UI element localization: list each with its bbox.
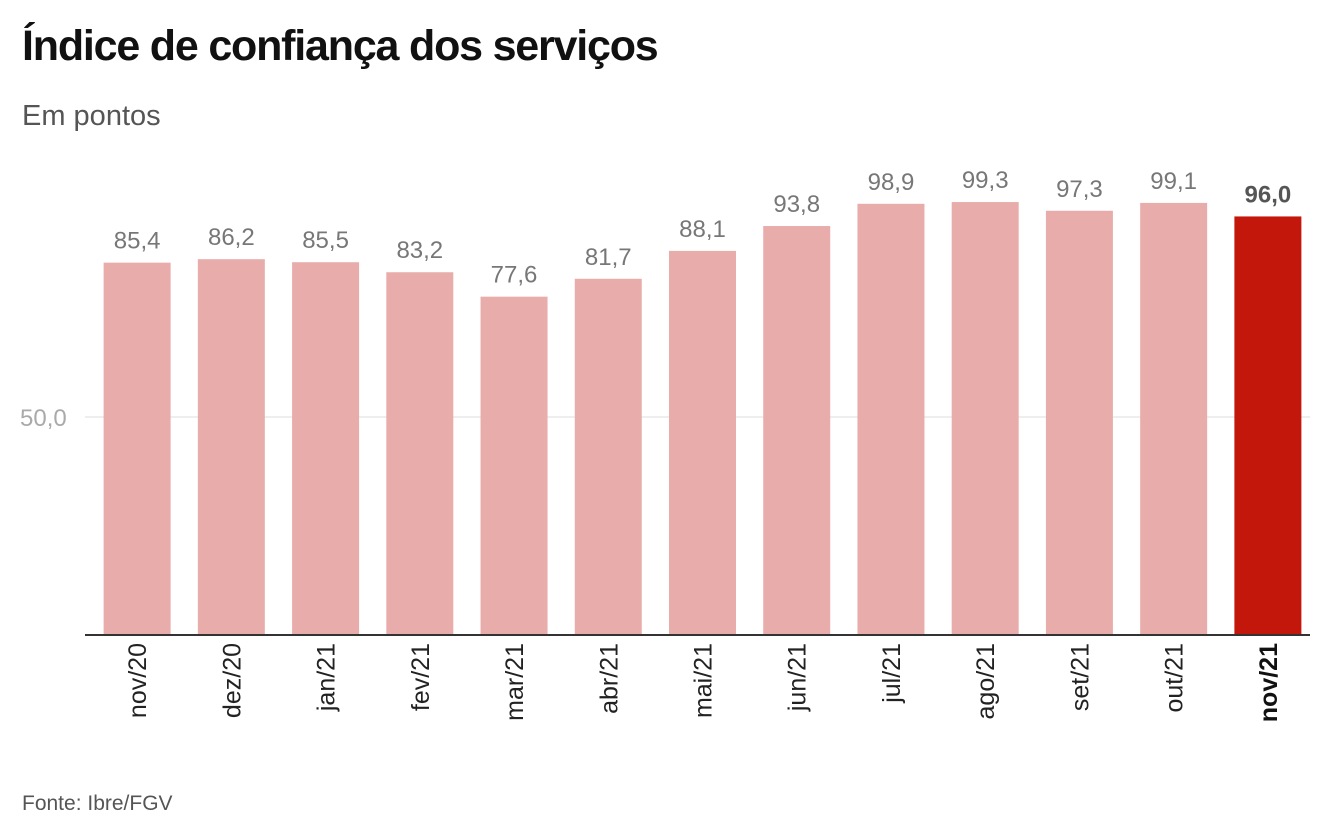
category-label: mar/21 bbox=[501, 643, 529, 721]
bar-mai/21 bbox=[669, 250, 736, 635]
bar-nov/21 bbox=[1234, 216, 1302, 635]
category-label: nov/20 bbox=[124, 643, 152, 718]
value-label: 99,1 bbox=[1150, 168, 1197, 195]
category-label: jul/21 bbox=[878, 643, 906, 704]
value-label: 97,3 bbox=[1056, 176, 1103, 203]
chart-title: Índice de confiança dos serviços bbox=[22, 22, 659, 70]
category-label: mai/21 bbox=[690, 643, 718, 718]
bar-dez/20 bbox=[197, 259, 265, 635]
category-label: set/21 bbox=[1066, 643, 1094, 711]
bar-ago/21 bbox=[951, 202, 1019, 635]
category-label: jun/21 bbox=[784, 643, 812, 712]
value-label: 81,7 bbox=[585, 244, 632, 271]
category-label: out/21 bbox=[1161, 643, 1189, 713]
chart-subtitle: Em pontos bbox=[22, 100, 161, 132]
value-label: 85,4 bbox=[114, 228, 161, 255]
category-label: jan/21 bbox=[313, 643, 341, 712]
bar-jul/21 bbox=[857, 203, 925, 635]
category-labels: nov/20 dez/20 jan/21 fev/21 mar/21 abr/21 mai/… bbox=[124, 643, 1283, 722]
category-label: fev/21 bbox=[407, 643, 435, 711]
bar-out/21 bbox=[1140, 202, 1208, 635]
category-label: dez/20 bbox=[218, 643, 246, 718]
bar-set/21 bbox=[1045, 210, 1113, 635]
value-labels: 85,4 86,2 85,5 83,2 77,6 81,7 88,1 93,8 98,9 99,3… bbox=[114, 167, 1291, 289]
bar-abr/21 bbox=[574, 278, 642, 635]
value-label: 83,2 bbox=[396, 237, 443, 264]
source-note: Fonte: Ibre/FGV bbox=[22, 792, 173, 815]
bar-jun/21 bbox=[763, 226, 831, 636]
value-label: 96,0 bbox=[1245, 181, 1292, 208]
category-label: ago/21 bbox=[972, 643, 1000, 719]
bar-nov/20 bbox=[103, 262, 171, 635]
value-label: 77,6 bbox=[491, 262, 538, 289]
value-label: 99,3 bbox=[962, 167, 1009, 194]
value-label: 98,9 bbox=[868, 169, 915, 196]
value-label: 93,8 bbox=[773, 191, 820, 218]
bars bbox=[103, 202, 1302, 636]
y-tick-label: 50,0 bbox=[20, 405, 67, 432]
category-label: abr/21 bbox=[595, 643, 623, 714]
value-label: 86,2 bbox=[208, 224, 255, 251]
bar-mar/21 bbox=[480, 296, 548, 635]
bar-jan/21 bbox=[292, 262, 360, 635]
bar-fev/21 bbox=[386, 272, 454, 635]
value-label: 88,1 bbox=[679, 216, 726, 243]
category-label: nov/21 bbox=[1255, 643, 1283, 722]
value-label: 85,5 bbox=[302, 227, 349, 254]
